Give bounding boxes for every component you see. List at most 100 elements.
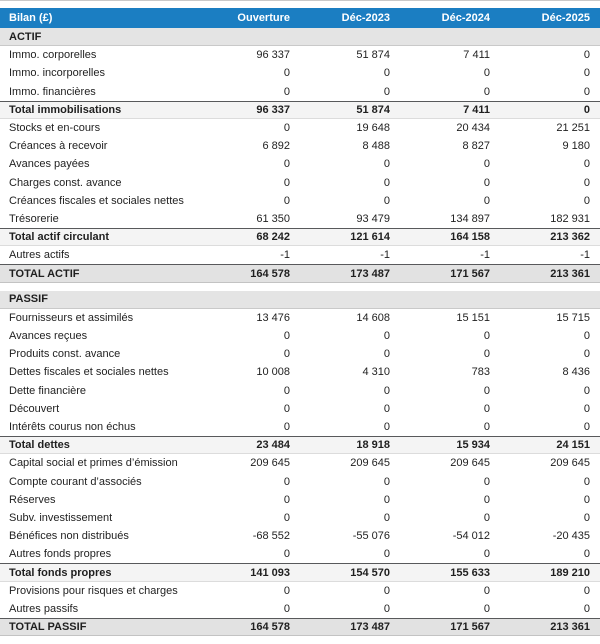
table-row: Stocks et en-cours 0 19 648 20 434 21 251: [0, 118, 600, 138]
cell-value: 0: [283, 421, 290, 434]
section-title: ACTIF: [9, 30, 42, 43]
cell-value: 213 362: [550, 231, 590, 244]
row-label: Découvert: [9, 402, 60, 415]
row-label: Fournisseurs et assimilés: [9, 311, 134, 324]
cell-value: 0: [583, 402, 590, 415]
row-label: Créances fiscales et sociales nettes: [9, 194, 184, 207]
cell-value: 0: [283, 602, 290, 615]
cell-value: 0: [583, 194, 590, 207]
row-label: Dettes fiscales et sociales nettes: [9, 366, 169, 379]
cell-value: 783: [471, 366, 490, 379]
cell-value: 0: [283, 330, 290, 343]
row-label: Total actif circulant: [9, 231, 110, 244]
table-row: Charges const. avance 0 0 0 0: [0, 173, 600, 192]
section-title: PASSIF: [9, 293, 48, 306]
cell-value: 0: [583, 511, 590, 524]
table-row: Créances à recevoir 6 892 8 488 8 827 9 180: [0, 137, 600, 156]
cell-value: 209 645: [250, 457, 290, 470]
table-row: Réserves 0 0 0 0: [0, 490, 600, 509]
cell-value: 0: [383, 176, 390, 189]
cell-value: 0: [483, 85, 490, 98]
cell-value: 0: [283, 402, 290, 415]
cell-value: 20 434: [456, 122, 490, 135]
cell-value: 0: [283, 493, 290, 506]
cell-value: 154 570: [350, 566, 390, 579]
cell-value: 155 633: [450, 566, 490, 579]
cell-value: 171 567: [450, 267, 490, 280]
cell-value: 0: [483, 493, 490, 506]
table-row: Créances fiscales et sociales nettes 0 0 0 0: [0, 191, 600, 210]
section-header-actif: ACTIF: [0, 28, 600, 47]
cell-value: 0: [283, 67, 290, 80]
cell-value: 0: [383, 85, 390, 98]
cell-value: 51 874: [356, 49, 390, 62]
column-header-dec-2024: Déc-2024: [441, 12, 490, 24]
cell-value: 0: [583, 584, 590, 597]
table-row: Bénéfices non distribués -68 552 -55 076 -5…: [0, 527, 600, 546]
row-label: Immo. incorporelles: [9, 67, 105, 80]
cell-value: 0: [483, 194, 490, 207]
table-row: Total fonds propres 141 093 154 570 155 633…: [0, 563, 600, 582]
cell-value: 0: [283, 511, 290, 524]
cell-value: 0: [383, 511, 390, 524]
cell-value: 14 608: [356, 311, 390, 324]
table-row: Provisions pour risques et charges 0 0 0 0: [0, 581, 600, 600]
table-row: Compte courant d’associés 0 0 0 0: [0, 472, 600, 491]
row-label: Avances payées: [9, 158, 90, 171]
row-label: Avances reçues: [9, 330, 88, 343]
row-label: Créances à recevoir: [9, 140, 108, 153]
table-row: Autres actifs -1 -1 -1 -1: [0, 246, 600, 265]
cell-value: 171 567: [450, 621, 490, 634]
cell-value: -55 076: [352, 530, 390, 543]
cell-value: 0: [383, 348, 390, 361]
table-row: Dettes fiscales et sociales nettes 10 008…: [0, 363, 600, 382]
cell-value: 0: [283, 584, 290, 597]
table-row: Avances reçues 0 0 0 0: [0, 327, 600, 346]
cell-value: 189 210: [550, 566, 590, 579]
table-row: Capital social et primes d’émission 209 6…: [0, 454, 600, 473]
row-label: Autres actifs: [9, 249, 70, 262]
cell-value: 0: [483, 176, 490, 189]
row-label: Immo. financières: [9, 85, 96, 98]
table-row: Produits const. avance 0 0 0 0: [0, 345, 600, 364]
cell-value: -20 435: [552, 530, 590, 543]
row-label: Trésorerie: [9, 212, 59, 225]
cell-value: 164 578: [250, 267, 290, 280]
cell-value: 4 310: [362, 366, 390, 379]
table-row: Immo. corporelles 96 337 51 874 7 411 0: [0, 46, 600, 65]
cell-value: 0: [483, 402, 490, 415]
row-label: Provisions pour risques et charges: [9, 584, 178, 597]
cell-value: 0: [283, 348, 290, 361]
row-label: Compte courant d’associés: [9, 475, 142, 488]
cell-value: -1: [380, 249, 390, 262]
cell-value: 209 645: [550, 457, 590, 470]
cell-value: 0: [283, 475, 290, 488]
row-label: Total dettes: [9, 439, 70, 452]
cell-value: 0: [583, 602, 590, 615]
cell-value: 0: [483, 475, 490, 488]
cell-value: 0: [483, 584, 490, 597]
cell-value: 0: [283, 384, 290, 397]
table-row: Fournisseurs et assimilés 13 476 14 608 15 …: [0, 308, 600, 327]
cell-value: 15 934: [456, 439, 490, 452]
cell-value: 0: [383, 584, 390, 597]
cell-value: 134 897: [450, 212, 490, 225]
row-label: Stocks et en-cours: [9, 122, 101, 135]
section-spacer: [0, 282, 600, 291]
cell-value: -68 552: [252, 530, 290, 543]
table-row: Immo. financières 0 0 0 0: [0, 82, 600, 101]
cell-value: 0: [383, 67, 390, 80]
cell-value: 13 476: [256, 311, 290, 324]
cell-value: 0: [583, 85, 590, 98]
table-row: Intérêts courus non échus 0 0 0 0: [0, 417, 600, 437]
cell-value: 0: [483, 158, 490, 171]
cell-value: 61 350: [256, 212, 290, 225]
cell-value: 0: [383, 475, 390, 488]
cell-value: 18 918: [356, 439, 390, 452]
cell-value: 23 484: [256, 439, 290, 452]
cell-value: 0: [583, 421, 590, 434]
row-label: Dette financière: [9, 384, 87, 397]
row-label: Bénéfices non distribués: [9, 530, 129, 543]
cell-value: 8 436: [562, 366, 590, 379]
cell-value: -1: [480, 249, 490, 262]
